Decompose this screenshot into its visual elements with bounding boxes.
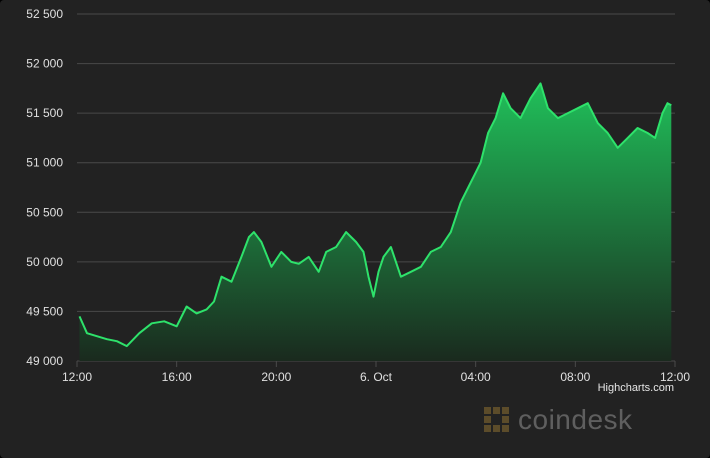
- x-tick-label: 12:00: [62, 370, 92, 384]
- x-tick-label: 20:00: [261, 370, 291, 384]
- x-tick-label: 04:00: [461, 370, 491, 384]
- y-tick-label: 49 500: [26, 304, 63, 318]
- y-tick-label: 50 500: [26, 205, 63, 219]
- watermark-text: coindesk: [518, 404, 633, 435]
- x-tick-label: 12:00: [660, 370, 690, 384]
- y-tick-label: 49 000: [26, 354, 63, 368]
- x-tick-label: 16:00: [162, 370, 192, 384]
- y-tick-label: 50 000: [26, 255, 63, 269]
- y-tick-label: 51 000: [26, 156, 63, 170]
- y-tick-label: 52 500: [26, 7, 63, 21]
- x-tick-label: 08:00: [560, 370, 590, 384]
- highcharts-credit[interactable]: Highcharts.com: [597, 382, 674, 394]
- coindesk-logo-icon: [484, 407, 509, 432]
- coindesk-watermark: coindesk: [482, 404, 633, 436]
- series-line: [78, 82, 672, 348]
- series-area: [79, 83, 672, 362]
- y-tick-label: 51 500: [26, 106, 63, 120]
- x-tick-label: 6. Oct: [360, 370, 393, 384]
- y-tick-label: 52 000: [26, 57, 63, 71]
